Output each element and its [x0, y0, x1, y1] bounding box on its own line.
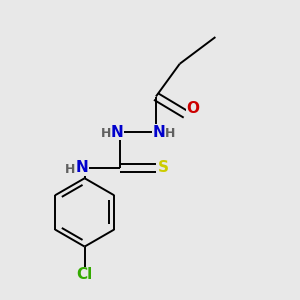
Text: Cl: Cl: [76, 267, 93, 282]
Text: O: O: [187, 101, 200, 116]
Text: S: S: [158, 160, 169, 175]
Text: N: N: [111, 125, 124, 140]
Text: H: H: [65, 163, 76, 176]
Text: N: N: [75, 160, 88, 175]
Text: H: H: [101, 127, 111, 140]
Text: H: H: [165, 127, 175, 140]
Text: N: N: [152, 125, 165, 140]
